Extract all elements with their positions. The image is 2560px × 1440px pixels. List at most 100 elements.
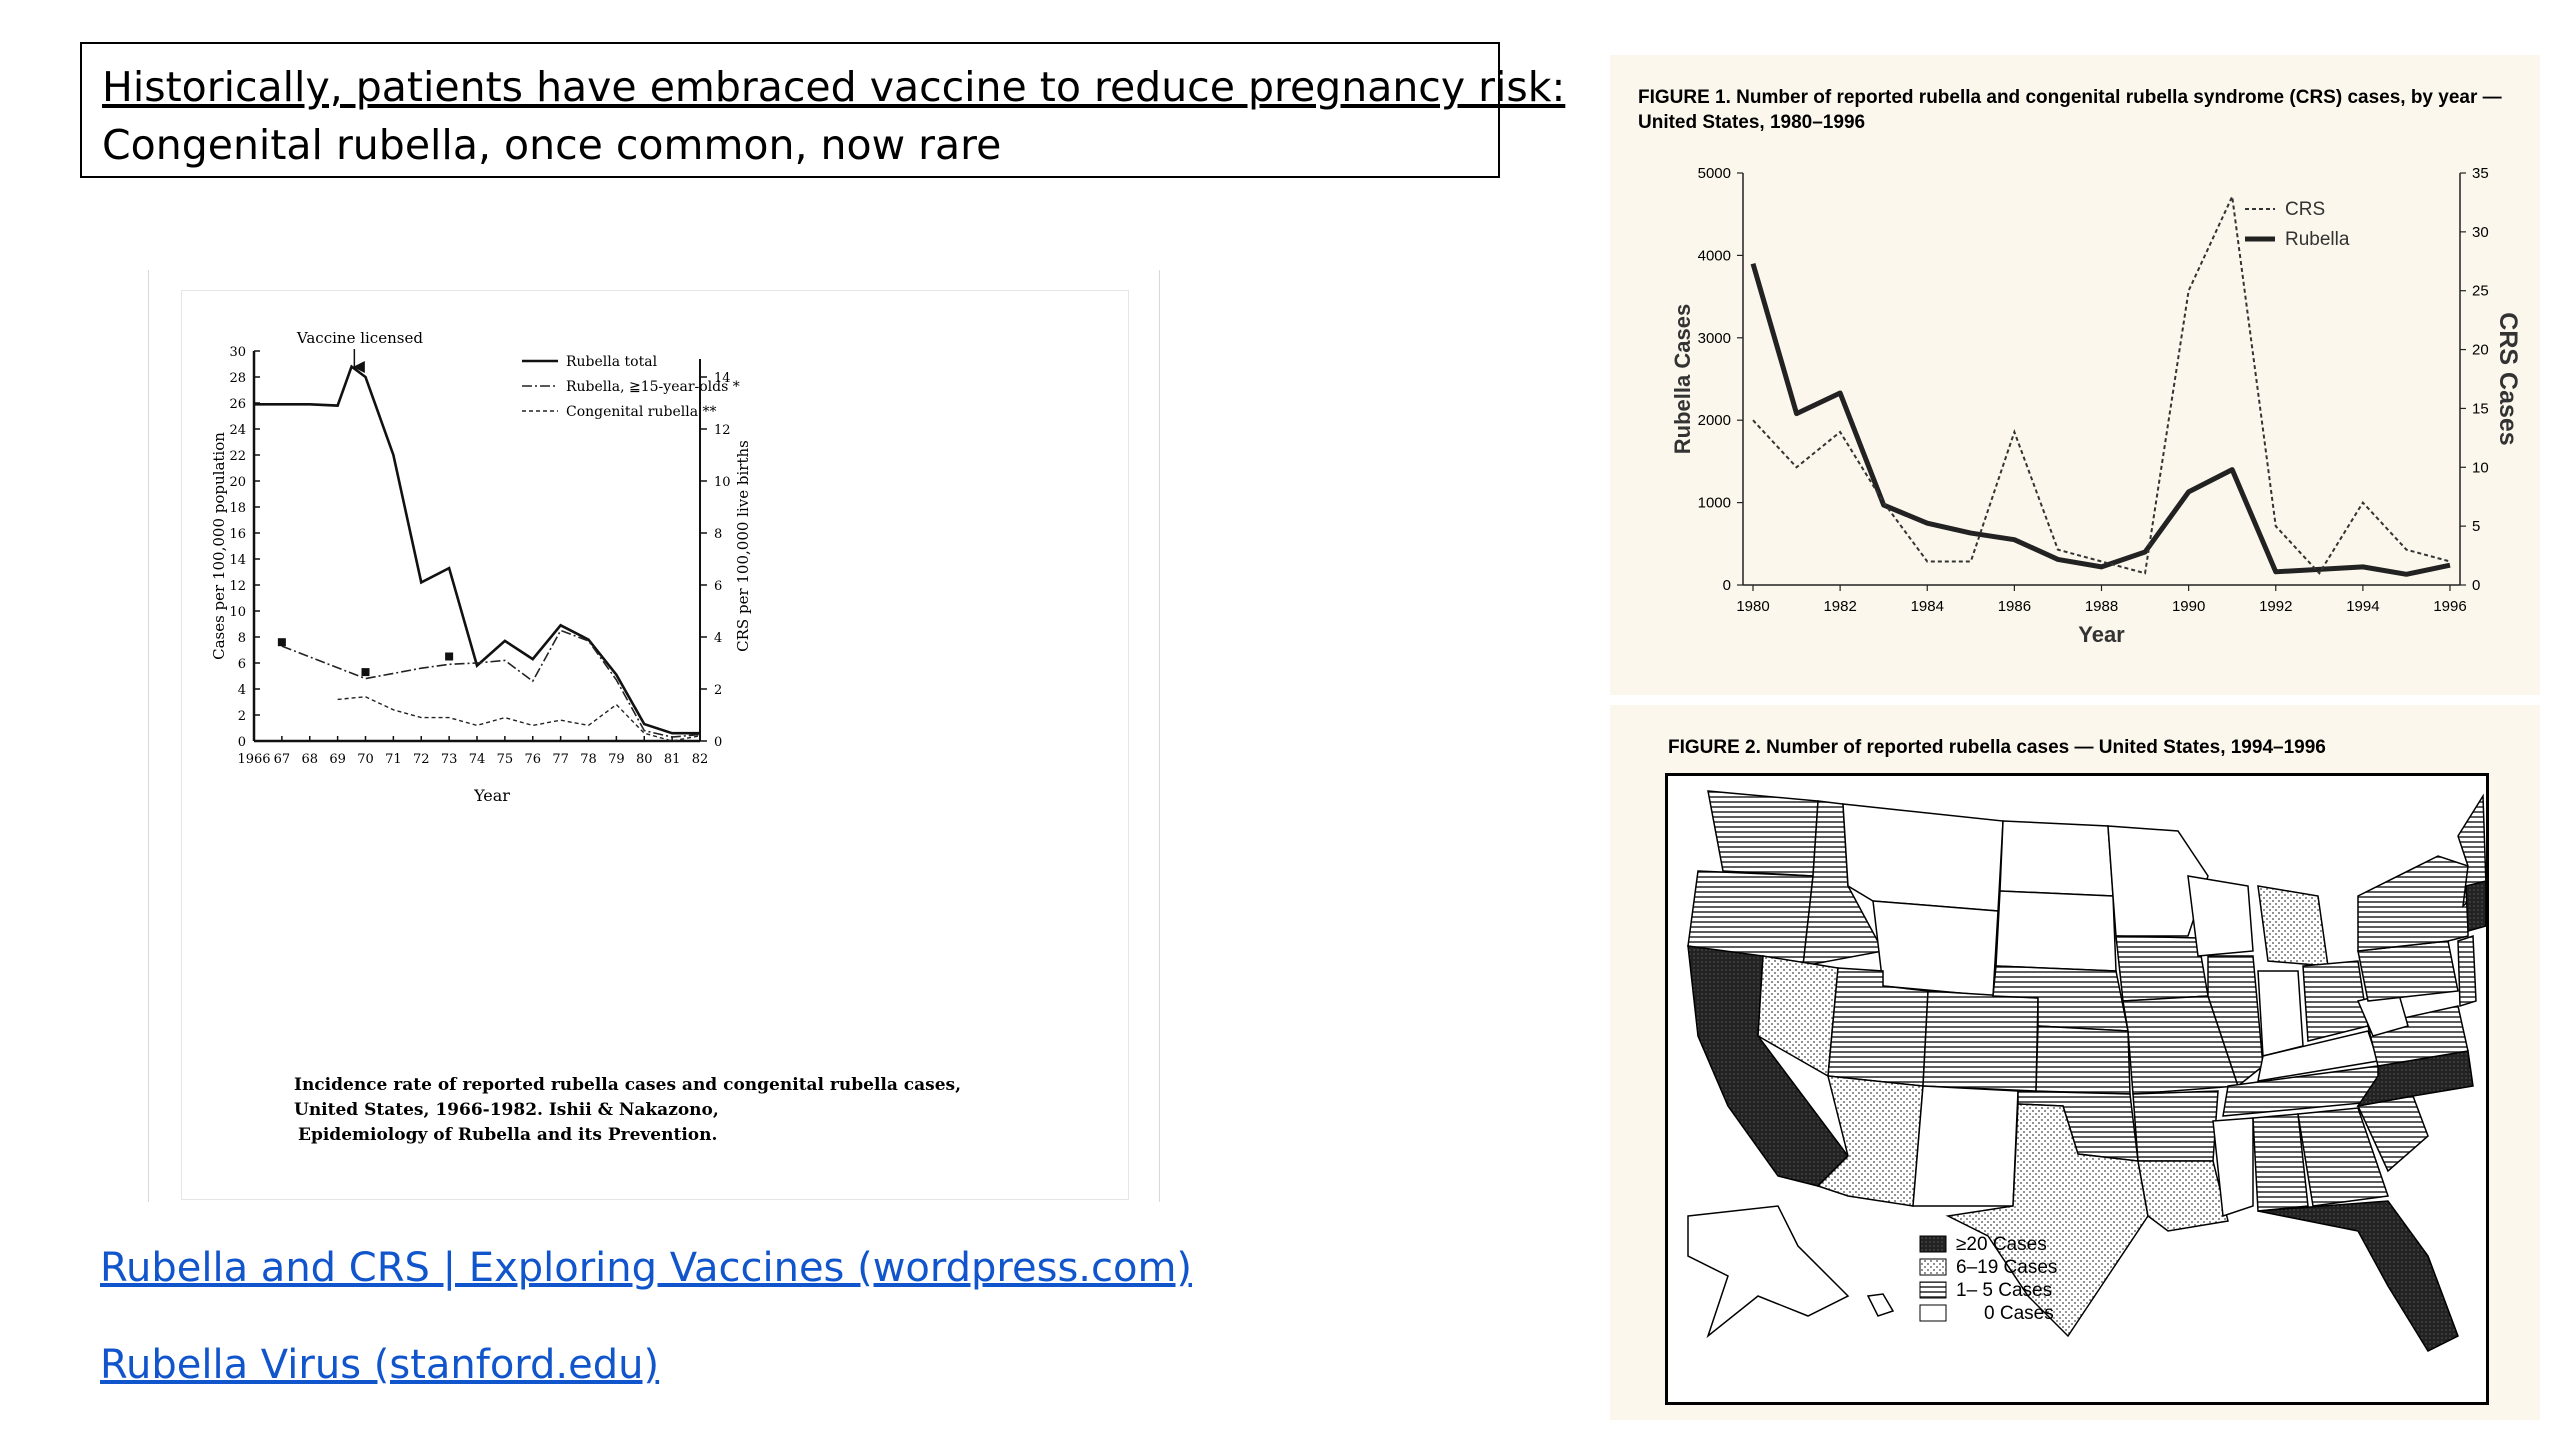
fig1-y-axis-label: Rubella Cases xyxy=(1670,304,1695,454)
state-ks xyxy=(2035,1025,2131,1095)
x-tick-label: 1966 xyxy=(237,752,270,767)
y-tick-label: 16 xyxy=(229,527,246,542)
data-marker xyxy=(361,668,370,677)
slide-title-box: Historically, patients have embraced vac… xyxy=(80,42,1566,178)
fig1-y2-tick-label: 5 xyxy=(2472,518,2480,535)
x-tick-label: 70 xyxy=(357,752,374,767)
fig1-y-tick-label: 5000 xyxy=(1698,165,1731,182)
series-rubella-total xyxy=(254,364,700,735)
x-axis-label: Year xyxy=(473,786,510,805)
caption-line-2: United States, 1966-1982. Ishii & Nakazo… xyxy=(294,1100,719,1120)
fig1-y-tick-label: 4000 xyxy=(1698,247,1731,264)
link-stanford-rubella[interactable]: Rubella Virus (stanford.edu) xyxy=(100,1342,660,1388)
map-legend: ≥20 Cases 6–19 Cases 1– 5 Cases 0 Cases xyxy=(1919,1234,2057,1324)
y-tick-label: 6 xyxy=(238,657,246,672)
y2-tick-label: 2 xyxy=(714,683,722,698)
state-ia xyxy=(2115,935,2209,1002)
state-ar xyxy=(2132,1090,2219,1162)
fig1-x-tick-label: 1990 xyxy=(2172,598,2205,615)
x-tick-label: 72 xyxy=(413,752,430,767)
link-exploring-vaccines[interactable]: Rubella and CRS | Exploring Vaccines (wo… xyxy=(100,1245,1193,1291)
incidence-chart-paper: 0 2 4 6 8 10 12 14 16 18 20 22 24 26 28 30 0 2 4 6 8 10 12 14 19… xyxy=(181,290,1129,1200)
y-tick-label: 2 xyxy=(238,709,246,724)
x-tick-label: 74 xyxy=(469,752,486,767)
fig1-legend-label-crs: CRS xyxy=(2285,199,2325,220)
state-wi xyxy=(2187,875,2254,957)
rubella-crs-chart: 0 1000 2000 3000 4000 5000 0 5 10 15 20 25 30 35 1980 1… xyxy=(1670,165,2522,647)
incidence-chart-caption: Incidence rate of reported rubella cases… xyxy=(294,1073,961,1148)
x-tick-label: 79 xyxy=(608,752,625,767)
y-tick-label: 4 xyxy=(238,683,246,698)
legend-label-2: Rubella, ≧15-year-olds * xyxy=(566,379,740,395)
slide-title-line-1: Historically, patients have embraced vac… xyxy=(102,63,1566,111)
state-nd xyxy=(1999,820,2114,897)
state-ga xyxy=(2297,1107,2390,1207)
state-mt xyxy=(1842,803,2004,912)
state-wa xyxy=(1707,790,1819,877)
incidence-chart-panel: 0 2 4 6 8 10 12 14 16 18 20 22 24 26 28 30 0 2 4 6 8 10 12 14 19… xyxy=(148,270,1160,1202)
x-tick-label: 80 xyxy=(636,752,653,767)
figure1-panel: FIGURE 1. Number of reported rubella and… xyxy=(1610,55,2540,695)
fig1-x-tick-label: 1996 xyxy=(2433,598,2466,615)
y-axis-label: Cases per 100,000 population xyxy=(210,432,228,660)
fig1-series-crs xyxy=(1752,192,2451,575)
y-tick-label: 12 xyxy=(229,579,246,594)
fig1-legend-label-rubella: Rubella xyxy=(2285,229,2350,250)
y-tick-label: 18 xyxy=(229,501,246,516)
fig1-x-tick-label: 1988 xyxy=(2085,598,2118,615)
state-mn xyxy=(2107,825,2209,937)
data-marker xyxy=(277,638,286,647)
caption-line-1: Incidence rate of reported rubella cases… xyxy=(294,1075,962,1095)
state-al xyxy=(2252,1113,2309,1212)
legend-label-20plus: ≥20 Cases xyxy=(1956,1234,2047,1255)
legend-label-0: 0 Cases xyxy=(1984,1303,2054,1324)
fig1-y-tick-label: 3000 xyxy=(1698,330,1731,347)
y-tick-label: 14 xyxy=(229,553,246,568)
fig1-series-rubella xyxy=(1750,262,2451,577)
x-tick-label: 69 xyxy=(329,752,346,767)
fig1-x-tick-label: 1986 xyxy=(1998,598,2031,615)
y2-tick-label: 8 xyxy=(714,527,722,542)
fig1-y2-tick-label: 0 xyxy=(2472,577,2480,594)
state-nj-md-de xyxy=(2457,934,2477,1008)
fig1-x-tick-label: 1982 xyxy=(1823,598,1856,615)
state-ak xyxy=(1687,1205,1850,1339)
state-tx xyxy=(1945,1103,2149,1338)
x-tick-label: 82 xyxy=(692,752,709,767)
fig1-y-tick-label: 1000 xyxy=(1698,495,1731,512)
fig1-y2-tick-label: 15 xyxy=(2472,400,2489,417)
fig1-y2-tick-label: 25 xyxy=(2472,283,2489,300)
y2-tick-label: 0 xyxy=(714,735,722,750)
y-tick-label: 0 xyxy=(238,735,246,750)
fig1-y2-tick-label: 10 xyxy=(2472,459,2489,476)
fig1-x-tick-label: 1980 xyxy=(1736,598,1769,615)
fig1-y-tick-label: 2000 xyxy=(1698,412,1731,429)
y-tick-label: 28 xyxy=(229,371,246,386)
series-rubella-15plus xyxy=(281,629,701,738)
y2-tick-label: 10 xyxy=(714,475,731,490)
y-tick-label: 20 xyxy=(229,475,246,490)
series-congenital-rubella xyxy=(337,696,701,742)
x-tick-label: 71 xyxy=(385,752,402,767)
state-in xyxy=(2257,970,2304,1057)
fig1-y2-tick-label: 35 xyxy=(2472,165,2489,182)
y-tick-label: 26 xyxy=(229,397,246,412)
state-mo xyxy=(2122,995,2240,1095)
state-nm xyxy=(1912,1085,2019,1207)
fig1-x-tick-label: 1994 xyxy=(2346,598,2379,615)
state-co xyxy=(1922,990,2039,1092)
y2-tick-label: 6 xyxy=(714,579,722,594)
slide-title-line-2: Congenital rubella, once common, now rar… xyxy=(102,121,1002,169)
x-tick-label: 67 xyxy=(274,752,291,767)
y-tick-label: 8 xyxy=(238,631,246,646)
caption-line-3: Epidemiology of Rubella and its Preventi… xyxy=(298,1125,718,1145)
fig1-y-tick-label: 0 xyxy=(1723,577,1731,594)
y-tick-label: 10 xyxy=(229,605,246,620)
y2-tick-label: 12 xyxy=(714,423,731,438)
legend-swatch-6-19 xyxy=(1919,1258,1947,1276)
legend-swatch-0 xyxy=(1919,1304,1947,1322)
x-tick-label: 76 xyxy=(524,752,541,767)
state-mi xyxy=(2257,885,2329,967)
state-wy xyxy=(1872,900,1999,997)
fig1-y2-tick-label: 20 xyxy=(2472,342,2489,359)
